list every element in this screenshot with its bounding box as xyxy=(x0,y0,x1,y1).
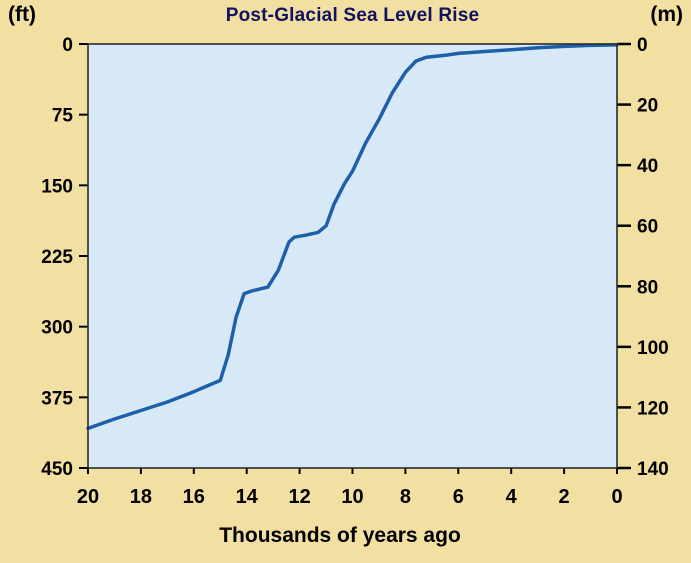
left-tick-label: 375 xyxy=(41,388,73,409)
left-tick-label: 225 xyxy=(41,247,73,268)
plot-area xyxy=(88,44,617,468)
right-axis-unit-label: (m) xyxy=(650,3,683,26)
left-tick-label: 150 xyxy=(41,176,73,197)
right-tick-label: 140 xyxy=(637,459,669,480)
left-tick-label: 75 xyxy=(52,106,74,127)
right-tick-label: 120 xyxy=(637,398,669,419)
right-tick-label: 0 xyxy=(637,35,648,56)
left-tick-label: 450 xyxy=(41,459,73,480)
left-tick-label: 300 xyxy=(41,318,73,339)
chart-title: Post-Glacial Sea Level Rise xyxy=(225,5,480,26)
left-axis-unit-label: (ft) xyxy=(8,3,36,26)
x-axis-title: Thousands of years ago xyxy=(219,524,461,547)
x-tick-label: 8 xyxy=(400,486,411,508)
right-tick-label: 40 xyxy=(637,156,658,177)
x-tick-label: 10 xyxy=(341,486,363,508)
x-tick-label: 20 xyxy=(77,486,99,508)
x-tick-label: 2 xyxy=(559,486,570,508)
right-tick-label: 20 xyxy=(637,96,658,117)
left-tick-label: 0 xyxy=(62,35,73,56)
x-tick-label: 18 xyxy=(130,486,152,508)
x-tick-label: 16 xyxy=(183,486,205,508)
x-tick-label: 6 xyxy=(453,486,464,508)
right-tick-label: 80 xyxy=(637,277,658,298)
plot-border xyxy=(87,43,618,469)
x-tick-label: 4 xyxy=(506,486,518,508)
x-tick-label: 0 xyxy=(611,486,622,508)
right-tick-label: 100 xyxy=(637,338,669,359)
x-tick-label: 14 xyxy=(236,486,259,508)
x-tick-label: 12 xyxy=(288,486,310,508)
sea-level-line xyxy=(86,43,619,431)
right-tick-label: 60 xyxy=(637,217,658,238)
